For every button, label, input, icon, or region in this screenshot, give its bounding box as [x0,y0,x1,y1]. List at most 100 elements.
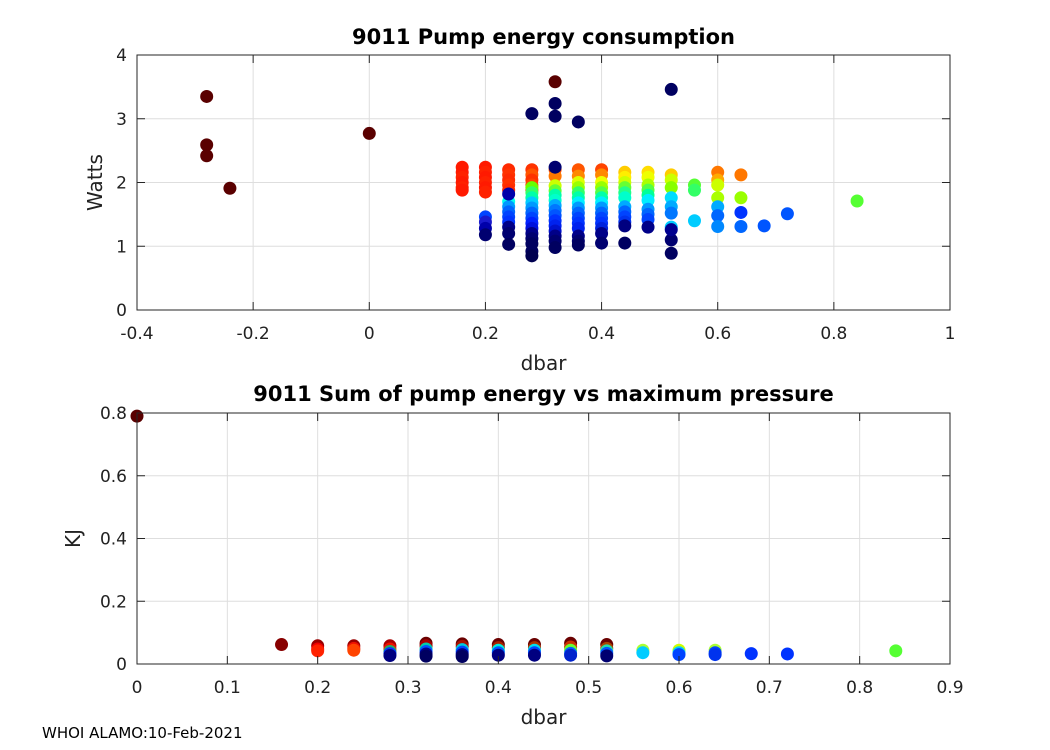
data-point [491,648,505,662]
data-point [641,193,655,207]
data-point [527,648,541,662]
data-point [618,219,632,233]
data-point [664,223,678,237]
x-tick-label: 0.2 [472,324,499,344]
y-tick-label: 0 [116,301,127,321]
data-point [525,107,539,121]
data-point [687,183,701,197]
data-point [525,249,539,263]
x-tick-label: 0.8 [846,678,873,698]
y-axis-label: Watts [83,154,107,211]
y-tick-label: 2 [116,174,127,194]
data-point [383,649,397,663]
y-tick-label: 0.4 [100,530,127,550]
data-point [618,191,632,205]
chart-title: 9011 Sum of pump energy vs maximum press… [253,382,833,406]
chart-title: 9011 Pump energy consumption [352,25,735,49]
data-point [708,648,722,662]
data-point [734,205,748,219]
data-point [734,168,748,182]
data-point [744,647,758,661]
data-point [664,246,678,260]
data-point [419,649,433,663]
data-point [687,214,701,228]
data-point [711,209,725,223]
x-tick-label: 0.3 [394,678,421,698]
data-point [548,75,562,89]
x-tick-label: 0.9 [936,678,963,698]
footer-credit: WHOI ALAMO:10-Feb-2021 [42,724,243,742]
data-point [275,638,289,652]
x-tick-label: -0.4 [120,324,153,344]
x-tick-label: 0.8 [820,324,847,344]
x-tick-label: -0.2 [237,324,270,344]
x-tick-label: 0.6 [665,678,692,698]
data-point [478,185,492,199]
data-point [600,649,614,663]
data-point [889,644,903,658]
data-point [200,138,214,152]
data-point [780,207,794,221]
data-point [850,194,864,208]
data-point [571,238,585,252]
data-point [223,181,237,195]
data-point [672,648,686,662]
energy-consumption-plot: -0.4 -0.2 0 0.2 0.4 0.6 0.8 1 0 1 2 3 4 9011 Pump ene… [83,25,955,375]
data-point [548,96,562,110]
x-tick-label: 0.5 [575,678,602,698]
data-point [711,219,725,233]
y-tick-label: 3 [116,110,127,130]
data-point [618,236,632,250]
data-point [664,181,678,195]
data-point [595,227,609,240]
data-point [711,191,725,205]
data-point [548,160,562,174]
data-point [311,644,325,658]
y-axis-label: KJ [61,529,85,548]
data-point [757,219,771,233]
y-tick-label: 0.2 [100,592,127,612]
x-tick-label: 0 [364,324,375,344]
data-point [200,149,214,163]
y-tick-label: 0.8 [100,404,127,424]
x-tick-label: 0 [132,678,143,698]
x-tick-label: 1 [945,324,956,344]
data-point [548,241,562,255]
data-point [641,220,655,234]
data-point [664,233,678,247]
x-tick-label: 0.4 [485,678,512,698]
x-tick-label: 0.1 [214,678,241,698]
x-axis-label: dbar [521,705,568,729]
data-point [548,169,562,183]
data-point [734,219,748,233]
data-point [664,206,678,220]
data-point [595,236,609,250]
x-axis-label: dbar [521,351,568,375]
data-point [455,649,469,663]
sum-energy-plot: 0 0.1 0.2 0.3 0.4 0.5 0.6 0.7 0.8 0.9 0 0.2 0.4 0.6 0.… [61,382,964,729]
x-tick-label: 0.2 [304,678,331,698]
data-point [664,191,678,205]
data-point [347,643,361,657]
data-point [502,237,516,251]
y-tick-label: 4 [116,46,127,66]
x-tick-label: 0.7 [756,678,783,698]
data-point [502,227,516,240]
data-point [362,126,376,140]
data-point [636,646,650,660]
data-point [780,647,794,661]
data-point [711,200,725,214]
y-tick-label: 0.6 [100,467,127,487]
data-point [734,191,748,205]
data-point [571,115,585,129]
x-tick-label: 0.6 [704,324,731,344]
data-point [711,178,725,192]
data-point [502,187,516,201]
data-point [455,183,469,197]
y-tick-label: 0 [116,655,127,675]
data-point [548,109,562,123]
data-point [478,228,492,242]
data-point [200,89,214,103]
x-tick-label: 0.4 [588,324,615,344]
